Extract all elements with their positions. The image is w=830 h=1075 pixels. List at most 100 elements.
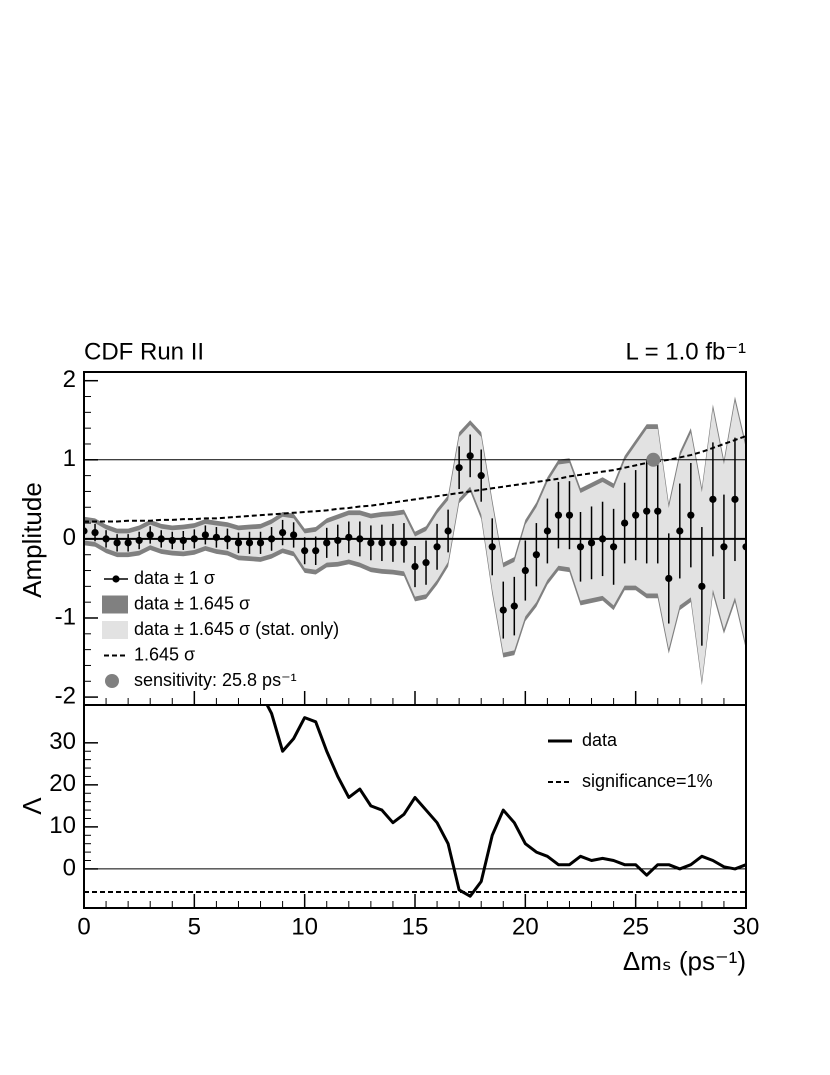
legend-label: data <box>582 730 618 750</box>
data-point <box>256 539 265 547</box>
data-point <box>731 495 739 503</box>
y-tick-label: 0 <box>63 854 76 881</box>
legend-label: sensitivity: 25.8 ps⁻¹ <box>134 670 297 690</box>
legend-label: 1.645 σ <box>134 644 195 664</box>
x-tick-label: 10 <box>291 913 318 940</box>
x-tick-label: 30 <box>733 913 760 940</box>
data-point <box>466 452 474 460</box>
y-tick-label: 30 <box>49 728 76 755</box>
data-point <box>102 535 110 543</box>
data-point <box>532 551 540 559</box>
data-point <box>279 528 287 537</box>
data-point <box>643 507 651 515</box>
legend-label: data ± 1 σ <box>134 568 215 588</box>
data-point <box>378 539 386 547</box>
data-point <box>301 547 309 555</box>
data-point <box>709 495 717 503</box>
data-point <box>367 539 375 547</box>
data-point <box>411 562 419 571</box>
data-point <box>190 535 198 543</box>
chart-title: CDF Run II <box>84 338 204 365</box>
line <box>84 435 746 523</box>
data-point <box>565 511 574 519</box>
data-point <box>124 539 132 547</box>
data-point <box>455 464 463 472</box>
legend-label: data ± 1.645 σ <box>134 593 250 613</box>
data-point <box>654 507 662 515</box>
data-point <box>91 528 99 537</box>
y-axis-label: Amplitude <box>17 482 47 598</box>
data-point <box>323 539 331 547</box>
data-point <box>554 511 563 519</box>
band <box>84 401 746 681</box>
line <box>265 705 746 898</box>
y-tick-label: 2 <box>63 366 76 393</box>
legend-label: significance=1% <box>582 771 713 791</box>
data-point <box>433 543 441 551</box>
data-point <box>687 511 695 519</box>
data-point <box>201 531 209 539</box>
marker <box>646 452 661 467</box>
plot-frame <box>83 704 747 909</box>
data-point <box>312 547 320 555</box>
data-point <box>179 536 187 545</box>
data-point <box>499 606 507 614</box>
x-tick-label: 20 <box>512 913 539 940</box>
data-point <box>146 531 154 539</box>
data-point <box>135 536 143 545</box>
legend-label: data ± 1.645 σ (stat. only) <box>134 619 339 639</box>
data-point <box>510 602 518 610</box>
data-point <box>356 535 364 543</box>
plot-area <box>84 396 746 686</box>
legend-symbol <box>112 575 120 583</box>
data-point <box>345 533 353 541</box>
data-point <box>587 539 596 547</box>
data-point <box>168 536 176 545</box>
data-point <box>576 543 585 551</box>
y-tick-label: 1 <box>63 445 76 472</box>
data-point <box>632 511 640 519</box>
data-point <box>521 566 529 575</box>
data-point <box>477 472 485 480</box>
data-point <box>610 543 618 551</box>
data-point <box>234 539 243 547</box>
legend-symbol <box>102 595 128 614</box>
data-point <box>598 535 607 543</box>
data-point <box>212 533 220 541</box>
x-tick-label: 0 <box>77 913 90 940</box>
data-point <box>422 559 430 567</box>
data-point <box>444 527 452 535</box>
x-axis-label: Δmₛ (ps⁻¹) <box>623 946 746 976</box>
data-point <box>698 582 706 590</box>
data-point <box>113 539 121 547</box>
data-point <box>488 543 496 551</box>
data-point <box>543 527 552 535</box>
plot-area <box>84 705 746 898</box>
data-point <box>676 527 684 535</box>
data-point <box>400 539 408 547</box>
data-point <box>720 543 728 551</box>
data-point <box>290 531 298 539</box>
legend-symbol <box>105 674 119 688</box>
y-axis-label: Λ <box>17 797 47 815</box>
data-point <box>157 535 165 543</box>
y-tick-label: 20 <box>49 770 76 797</box>
y-tick-label: -2 <box>55 682 76 709</box>
x-tick-label: 25 <box>622 913 649 940</box>
y-tick-label: 0 <box>63 524 76 551</box>
data-point <box>621 519 629 527</box>
legend-symbol <box>102 621 128 639</box>
x-tick-label: 15 <box>402 913 429 940</box>
data-point <box>245 539 254 547</box>
data-point <box>665 574 673 583</box>
data-point <box>267 535 276 543</box>
data-point <box>389 539 397 547</box>
chart-subtitle: L = 1.0 fb⁻¹ <box>625 338 746 365</box>
x-tick-label: 5 <box>188 913 201 940</box>
y-tick-label: 10 <box>49 812 76 839</box>
data-point <box>334 536 342 545</box>
data-point <box>223 535 232 543</box>
y-tick-label: -1 <box>55 603 76 630</box>
